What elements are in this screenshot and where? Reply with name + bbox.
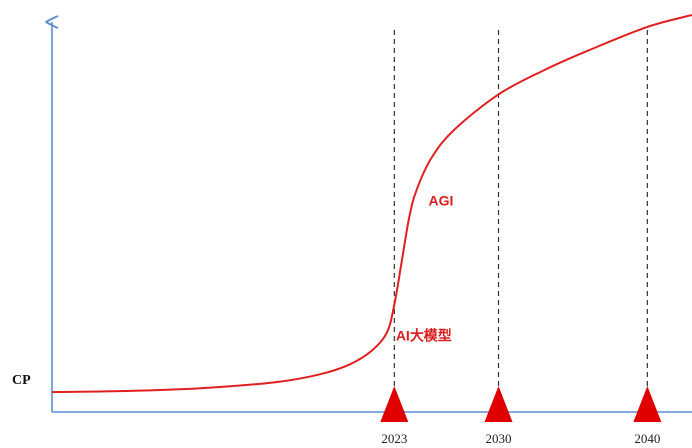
x-tick-labels: 2023 2030 2040 <box>381 431 660 446</box>
marker-triangle-2040 <box>633 386 662 422</box>
x-tick-2040: 2040 <box>634 431 660 446</box>
x-tick-2030: 2030 <box>486 431 512 446</box>
marker-guide-lines <box>393 30 648 412</box>
x-tick-2023: 2023 <box>381 431 407 446</box>
year-markers <box>380 386 662 422</box>
annotation-agi: AGI <box>429 193 454 209</box>
marker-triangle-2023 <box>380 386 409 422</box>
annotation-ai-large-model: AI大模型 <box>396 328 452 344</box>
series-line-cp <box>51 14 692 394</box>
y-axis-label: CP <box>12 373 31 388</box>
marker-triangle-2030 <box>484 386 513 422</box>
annotations: AGI AI大模型 <box>396 193 454 344</box>
